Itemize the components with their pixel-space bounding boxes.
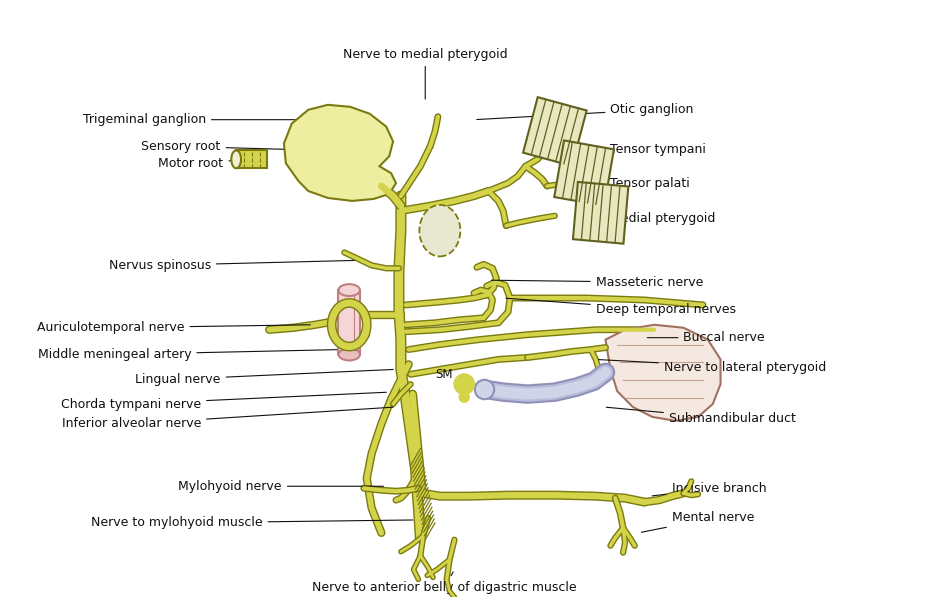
Text: Nerve to mylohyoid muscle: Nerve to mylohyoid muscle (91, 517, 413, 529)
Text: Trigeminal ganglion: Trigeminal ganglion (83, 113, 309, 126)
Text: Deep temporal nerves: Deep temporal nerves (506, 298, 736, 316)
Text: Nervus spinosus: Nervus spinosus (108, 259, 354, 272)
Bar (573, 182, 629, 244)
Text: Nerve to medial pterygoid: Nerve to medial pterygoid (343, 48, 508, 99)
Text: Nerve to anterior belly of digastric muscle: Nerve to anterior belly of digastric mus… (312, 572, 577, 594)
Bar (236, 151, 267, 168)
Text: Buccal nerve: Buccal nerve (647, 331, 765, 344)
Text: Sensory root: Sensory root (141, 140, 286, 153)
Bar (523, 97, 587, 166)
Text: Tensor palati: Tensor palati (584, 176, 691, 190)
Ellipse shape (338, 349, 360, 361)
Text: Middle meningeal artery: Middle meningeal artery (38, 348, 339, 361)
Ellipse shape (419, 205, 461, 256)
Text: Submandibular duct: Submandibular duct (606, 407, 795, 425)
Polygon shape (605, 325, 720, 421)
Ellipse shape (232, 151, 241, 168)
Polygon shape (284, 105, 396, 201)
Text: Lingual nerve: Lingual nerve (135, 370, 393, 386)
Bar (338, 290, 360, 355)
Bar (554, 140, 614, 206)
Text: Chorda tympani nerve: Chorda tympani nerve (61, 392, 387, 410)
Text: Auriculotemporal nerve: Auriculotemporal nerve (37, 321, 311, 334)
Text: Inferior alveolar nerve: Inferior alveolar nerve (62, 407, 393, 430)
Text: Tensor tympani: Tensor tympani (578, 143, 706, 156)
Text: Otic ganglion: Otic ganglion (476, 103, 693, 119)
Text: Masseteric nerve: Masseteric nerve (491, 275, 704, 289)
Text: Mental nerve: Mental nerve (641, 511, 755, 532)
Circle shape (454, 374, 474, 394)
Text: Nerve to lateral pterygoid: Nerve to lateral pterygoid (599, 359, 826, 374)
Text: SM: SM (435, 368, 452, 381)
Circle shape (460, 392, 469, 402)
Text: Motor root: Motor root (159, 157, 249, 170)
Text: Incisive branch: Incisive branch (653, 482, 767, 496)
Ellipse shape (338, 284, 360, 296)
Text: Mylohyoid nerve: Mylohyoid nerve (179, 480, 384, 493)
Text: Medial pterygoid: Medial pterygoid (599, 212, 716, 225)
